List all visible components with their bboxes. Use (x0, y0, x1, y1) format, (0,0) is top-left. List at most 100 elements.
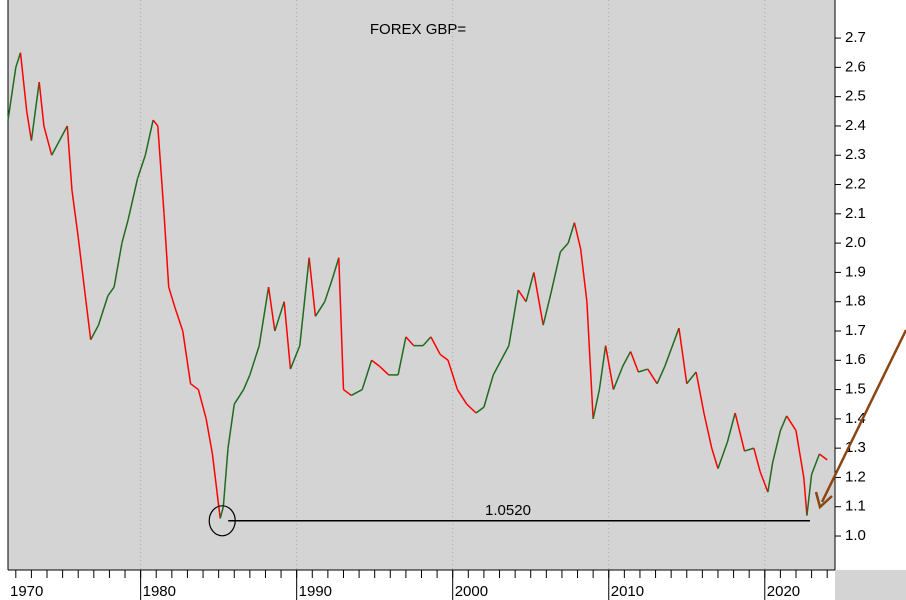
y-tick-label: 1.8 (845, 293, 866, 310)
y-tick-label: 2.5 (845, 88, 866, 105)
price-segment (726, 412, 736, 443)
y-tick-label: 2.3 (845, 146, 866, 163)
price-segment (371, 359, 380, 367)
price-segment (90, 324, 100, 341)
price-segment (182, 330, 192, 384)
price-segment (573, 222, 582, 250)
price-segment (647, 368, 658, 385)
y-tick-label: 1.9 (845, 263, 866, 280)
price-segment (168, 286, 176, 308)
price-segment (717, 442, 729, 469)
price-segment (579, 248, 588, 302)
y-tick-label: 1.5 (845, 381, 866, 398)
price-segment (308, 257, 317, 317)
price-segment (638, 368, 648, 373)
annotation: 1.0520 (485, 502, 531, 519)
x-tick-label: 1970 (10, 583, 43, 600)
price-segment (785, 415, 797, 431)
price-segment (219, 506, 225, 519)
price-segment (249, 345, 260, 376)
price-segment (612, 365, 624, 390)
price-segment (695, 371, 705, 414)
y-tick-label: 2.7 (845, 29, 866, 46)
arrow (820, 329, 906, 503)
price-segment (771, 430, 782, 463)
price-segment (283, 301, 292, 370)
price-segment (66, 125, 73, 191)
price-segment (767, 462, 774, 493)
price-segment (127, 178, 139, 220)
price-segment (113, 242, 123, 288)
price-segment (222, 448, 229, 507)
price-segment (803, 477, 808, 516)
price-segment (338, 257, 345, 390)
y-tick-label: 2.0 (845, 234, 866, 251)
y-tick-label: 1.1 (845, 498, 866, 515)
price-segment (30, 81, 40, 141)
price-segment (258, 286, 270, 346)
price-segment (422, 336, 432, 347)
price-segment (598, 345, 607, 390)
price-segment (703, 412, 713, 449)
price-segment (121, 219, 129, 244)
price-segment (136, 155, 147, 179)
chart-title: FOREX GBP= (370, 21, 467, 38)
price-segment (25, 111, 33, 141)
price-segment (97, 295, 109, 326)
price-segment (678, 327, 688, 384)
price-segment (711, 447, 719, 469)
price-segment (233, 389, 245, 405)
price-segment (314, 301, 326, 317)
y-tick-label: 2.6 (845, 58, 866, 75)
price-segment (439, 353, 449, 361)
price-segment (430, 336, 441, 355)
price-segment (629, 351, 640, 373)
price-segment (299, 257, 310, 346)
y-tick-label: 2.1 (845, 205, 866, 222)
price-segment (818, 453, 828, 461)
y-tick-label: 1.6 (845, 351, 866, 368)
price-segment (466, 403, 477, 414)
price-segment (85, 301, 92, 340)
price-segment (289, 345, 301, 370)
price-segment (483, 374, 494, 408)
price-segment (157, 125, 165, 214)
y-tick-label: 1.7 (845, 322, 866, 339)
price-segment (592, 389, 601, 420)
price-segment (211, 453, 221, 519)
price-segment (174, 307, 184, 332)
price-segment (7, 67, 17, 121)
price-segment (71, 190, 79, 238)
price-segment (163, 213, 170, 288)
price-segment (77, 237, 87, 302)
price-segment (190, 383, 199, 391)
price-segment (508, 289, 519, 346)
price-segment (779, 415, 788, 431)
price-segment (559, 242, 569, 253)
price-segment (15, 52, 22, 68)
price-segment (656, 365, 666, 385)
price-segment (242, 374, 251, 390)
price-segment (492, 359, 502, 376)
price-segment (500, 345, 510, 361)
price-segment (753, 447, 761, 472)
price-segment (107, 286, 115, 297)
price-segment (43, 125, 53, 156)
price-segment (734, 412, 746, 452)
y-tick-label: 1.0 (845, 527, 866, 544)
y-tick-label: 2.2 (845, 176, 866, 193)
corner (835, 570, 906, 600)
y-tick-label: 1.2 (845, 468, 866, 485)
price-segment (664, 327, 680, 367)
price-segment (38, 81, 45, 127)
price-segment (205, 418, 214, 455)
price-segment (397, 336, 407, 376)
x-tick-label: 2010 (611, 583, 644, 600)
price-segment (350, 388, 363, 397)
price-segment (604, 345, 615, 390)
x-tick-label: 1980 (143, 583, 176, 600)
price-segment (744, 447, 755, 452)
price-segment (686, 371, 697, 385)
x-tick-label: 2000 (455, 583, 488, 600)
price-segment (152, 119, 159, 127)
